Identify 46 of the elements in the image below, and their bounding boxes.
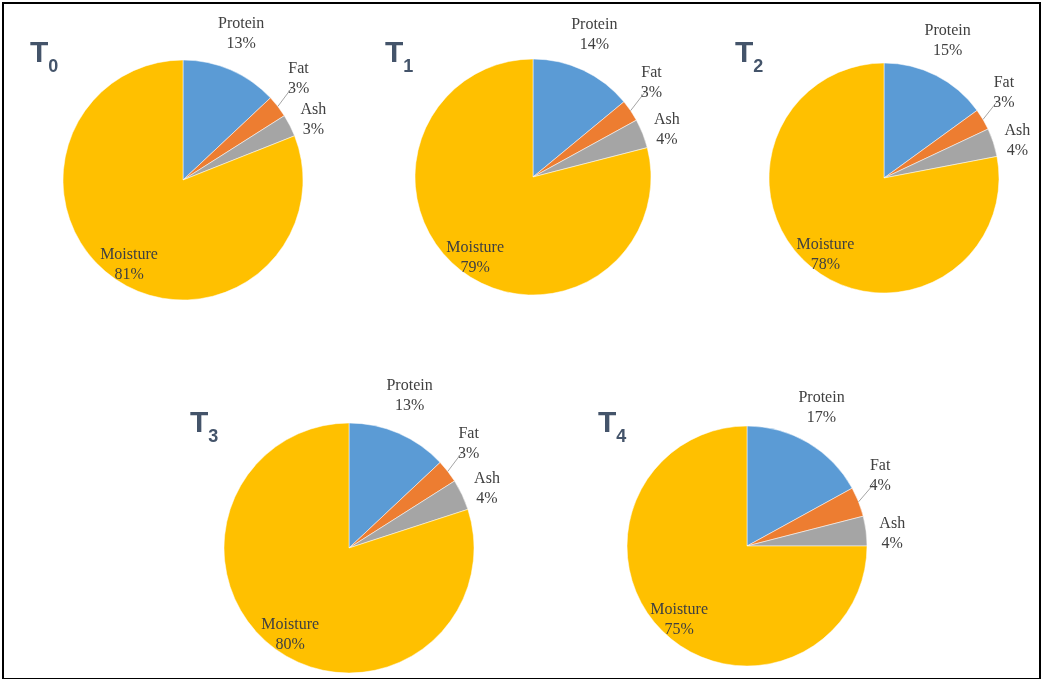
text: T$_{3}$ (190, 405, 219, 446)
slice-label: Moisture (650, 599, 709, 617)
data-label: 78% (810, 254, 841, 272)
data-label: 13% (394, 396, 425, 414)
slice-label: Fat (288, 58, 310, 76)
slice-label: Protein (218, 13, 265, 31)
data-label: 4% (476, 489, 498, 507)
slice-label: Moisture (796, 234, 855, 252)
text: T$_{1}$ (385, 35, 414, 76)
text: T$_{0}$ (30, 35, 59, 76)
slice-label: Ash (653, 110, 680, 127)
slice-label: Protein (386, 376, 433, 394)
slice-label: Fat (869, 455, 891, 473)
data-label: 4% (881, 533, 903, 551)
data-label: 79% (460, 257, 490, 275)
data-label: 3% (287, 78, 310, 96)
slice-label: Protein (571, 14, 618, 32)
slice-label: Protein (798, 387, 845, 405)
text: T$_{4}$ (598, 405, 627, 446)
data-label: 4% (656, 130, 678, 147)
slice-label: Ash (879, 513, 906, 531)
data-label: 13% (226, 33, 256, 51)
slice-label: Ash (300, 99, 327, 117)
data-label: 14% (579, 34, 609, 52)
data-label: 4% (1006, 140, 1029, 158)
slice-label: Protein (924, 20, 971, 38)
data-label: 4% (869, 475, 891, 493)
slice-label: Ash (474, 469, 500, 487)
slice-label: Fat (641, 63, 663, 81)
data-label: 75% (664, 619, 694, 637)
data-label: 80% (275, 634, 305, 652)
data-label: 3% (993, 92, 1015, 110)
slice-label: Moisture (446, 237, 505, 255)
slice-label: Fat (458, 423, 480, 441)
text: T$_{2}$ (735, 35, 764, 76)
data-label: 3% (458, 443, 480, 461)
slice-label: Ash (1004, 120, 1031, 138)
slice-label: Fat (993, 72, 1015, 90)
data-label: 3% (640, 83, 663, 101)
data-label: 15% (933, 40, 963, 58)
slice-label: Moisture (261, 614, 320, 632)
slice-label: Moisture (100, 245, 158, 263)
data-label: 17% (806, 407, 837, 425)
data-label: 81% (114, 265, 144, 283)
pie-slice (626, 425, 868, 667)
data-label: 3% (302, 119, 325, 137)
